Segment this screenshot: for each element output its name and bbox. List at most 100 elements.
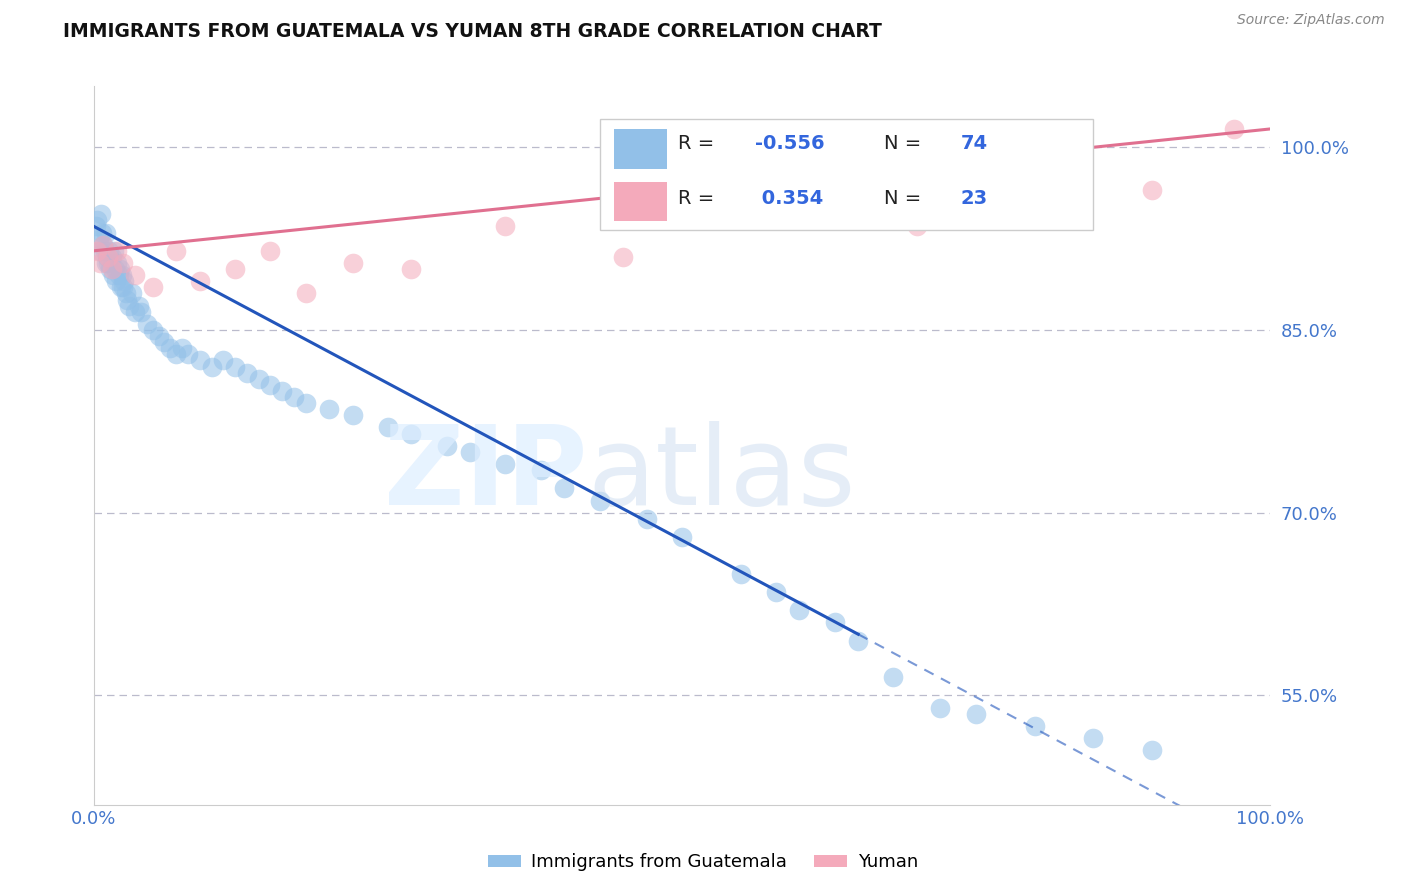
Point xyxy=(98,244,121,258)
Point xyxy=(104,262,127,277)
Point xyxy=(224,262,246,277)
Point xyxy=(115,293,138,307)
Point xyxy=(188,274,211,288)
Point xyxy=(118,299,141,313)
Point xyxy=(905,219,928,234)
Point xyxy=(212,353,235,368)
Point xyxy=(271,384,294,398)
FancyBboxPatch shape xyxy=(613,182,666,221)
Point xyxy=(1024,719,1046,733)
Point xyxy=(114,274,136,288)
Point xyxy=(200,359,222,374)
Legend: Immigrants from Guatemala, Yuman: Immigrants from Guatemala, Yuman xyxy=(481,847,925,879)
Text: atlas: atlas xyxy=(588,421,856,528)
Point xyxy=(1140,183,1163,197)
Point xyxy=(765,585,787,599)
Point xyxy=(188,353,211,368)
Text: IMMIGRANTS FROM GUATEMALA VS YUMAN 8TH GRADE CORRELATION CHART: IMMIGRANTS FROM GUATEMALA VS YUMAN 8TH G… xyxy=(63,22,882,41)
Point xyxy=(97,250,120,264)
Point xyxy=(86,213,108,227)
Point xyxy=(401,262,423,277)
Point xyxy=(110,280,132,294)
Point xyxy=(671,530,693,544)
Point xyxy=(259,377,281,392)
Point xyxy=(94,226,117,240)
Point xyxy=(153,335,176,350)
Point xyxy=(494,457,516,471)
Point xyxy=(112,256,135,270)
Point xyxy=(105,274,128,288)
Point xyxy=(318,402,340,417)
Point xyxy=(165,244,187,258)
Point xyxy=(111,268,134,282)
Point xyxy=(1083,731,1105,745)
Text: R =: R = xyxy=(678,134,721,153)
Point xyxy=(401,426,423,441)
Point xyxy=(342,409,364,423)
Point xyxy=(494,219,516,234)
Point xyxy=(530,463,553,477)
Point xyxy=(177,347,200,361)
Text: -0.556: -0.556 xyxy=(755,134,824,153)
Point xyxy=(636,512,658,526)
Text: 23: 23 xyxy=(960,189,987,209)
Point xyxy=(90,207,112,221)
Point xyxy=(1047,195,1070,210)
Point xyxy=(730,566,752,581)
Point xyxy=(94,256,117,270)
Point xyxy=(436,439,458,453)
Point xyxy=(172,341,194,355)
FancyBboxPatch shape xyxy=(599,119,1094,230)
Point xyxy=(159,341,181,355)
Point xyxy=(377,420,399,434)
Point xyxy=(129,304,152,318)
Point xyxy=(135,317,157,331)
Point xyxy=(100,250,122,264)
Point xyxy=(86,244,108,258)
Point xyxy=(91,237,114,252)
Text: ZIP: ZIP xyxy=(384,421,588,528)
Text: N =: N = xyxy=(884,189,928,209)
Text: Source: ZipAtlas.com: Source: ZipAtlas.com xyxy=(1237,13,1385,28)
Point xyxy=(124,304,146,318)
Point xyxy=(612,250,634,264)
Point xyxy=(87,232,110,246)
Point xyxy=(929,700,952,714)
Point xyxy=(108,262,131,277)
Point xyxy=(107,256,129,270)
Point xyxy=(93,244,115,258)
Point xyxy=(1140,743,1163,757)
Point xyxy=(789,603,811,617)
Point xyxy=(100,262,122,277)
Point xyxy=(142,280,165,294)
Point xyxy=(789,207,811,221)
Point xyxy=(96,250,118,264)
Text: 0.354: 0.354 xyxy=(755,189,823,209)
Point xyxy=(294,286,316,301)
Point xyxy=(114,286,136,301)
Point xyxy=(588,493,610,508)
Point xyxy=(846,633,869,648)
Point xyxy=(965,706,987,721)
Point xyxy=(236,366,259,380)
Point xyxy=(91,237,114,252)
FancyBboxPatch shape xyxy=(613,129,666,169)
Point xyxy=(89,244,111,258)
Point xyxy=(124,268,146,282)
Point xyxy=(101,268,124,282)
Point xyxy=(84,219,107,234)
Point xyxy=(89,256,111,270)
Text: R =: R = xyxy=(678,189,721,209)
Point xyxy=(91,226,114,240)
Point xyxy=(458,445,481,459)
Point xyxy=(142,323,165,337)
Point xyxy=(259,244,281,258)
Point xyxy=(882,670,904,684)
Point xyxy=(100,262,122,277)
Point xyxy=(107,268,129,282)
Point xyxy=(121,286,143,301)
Point xyxy=(148,329,170,343)
Point xyxy=(165,347,187,361)
Point xyxy=(247,372,270,386)
Point xyxy=(128,299,150,313)
